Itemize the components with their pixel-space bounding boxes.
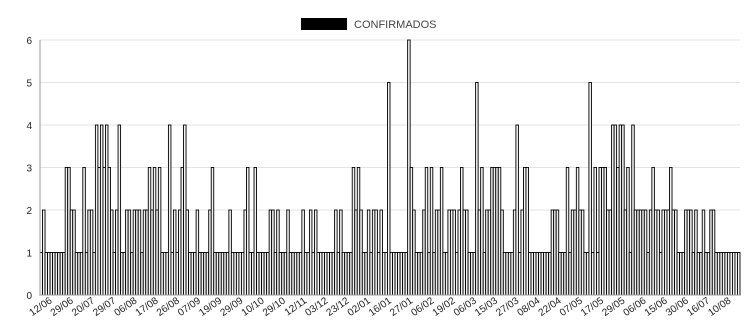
x-tick-label: 06/06: [622, 295, 649, 319]
x-tick-label: 23/12: [325, 295, 352, 319]
x-tick-label: 10/08: [706, 295, 733, 319]
x-tick-label: 02/01: [346, 295, 373, 319]
x-tick-label: 30/06: [664, 295, 691, 319]
y-tick-label: 3: [26, 164, 32, 175]
bar[interactable]: [737, 252, 741, 296]
x-tick-label: 29/06: [49, 295, 76, 319]
x-tick-label: 27/01: [388, 295, 415, 319]
x-tick-label: 15/06: [643, 295, 670, 319]
x-tick-label: 16/07: [685, 295, 712, 319]
x-tick-label: 10/10: [240, 295, 267, 319]
x-tick-label: 15/03: [473, 295, 500, 319]
x-tick-label: 17/08: [134, 295, 161, 319]
y-tick-label: 6: [26, 36, 32, 47]
x-tick-label: 16/01: [367, 295, 394, 319]
x-tick-label: 06/03: [452, 295, 479, 319]
x-tick-label: 06/02: [409, 295, 436, 319]
x-tick-label: 17/05: [579, 295, 606, 319]
legend[interactable]: CONFIRMADOS: [301, 18, 437, 31]
x-tick-label: 07/05: [558, 295, 585, 319]
x-tick-label: 20/07: [70, 295, 97, 319]
x-tick-label: 08/04: [516, 295, 543, 319]
x-tick-label: 27/03: [494, 295, 521, 319]
x-tick-label: 06/08: [113, 295, 140, 319]
x-tick-label: 26/08: [155, 295, 182, 319]
y-tick-label: 1: [26, 249, 32, 260]
legend-label: CONFIRMADOS: [354, 19, 437, 31]
x-tick-label: 29/09: [219, 295, 246, 319]
x-tick-label: 07/09: [176, 295, 203, 319]
y-tick-label: 5: [26, 79, 32, 90]
x-tick-label: 19/09: [197, 295, 224, 319]
legend-swatch: [301, 18, 347, 30]
x-tick-label: 29/05: [600, 295, 627, 319]
axes: [39, 40, 740, 296]
bars: [39, 39, 741, 296]
x-tick-label: 22/04: [537, 295, 564, 319]
x-tick-label: 29/07: [91, 295, 118, 319]
x-tick-label: 03/12: [303, 295, 330, 319]
x-tick-label: 29/10: [261, 295, 288, 319]
y-tick-label: 0: [26, 291, 32, 302]
y-tick-labels: 0 1 2 3 4 5 6: [26, 36, 32, 302]
x-tick-label: 12/11: [283, 295, 310, 318]
y-tick-label: 4: [26, 121, 32, 132]
y-tick-label: 2: [26, 206, 32, 217]
x-tick-label: 19/02: [431, 295, 458, 319]
x-tick-labels: 12/0629/0620/0729/0706/0817/0826/0807/09…: [28, 295, 734, 319]
